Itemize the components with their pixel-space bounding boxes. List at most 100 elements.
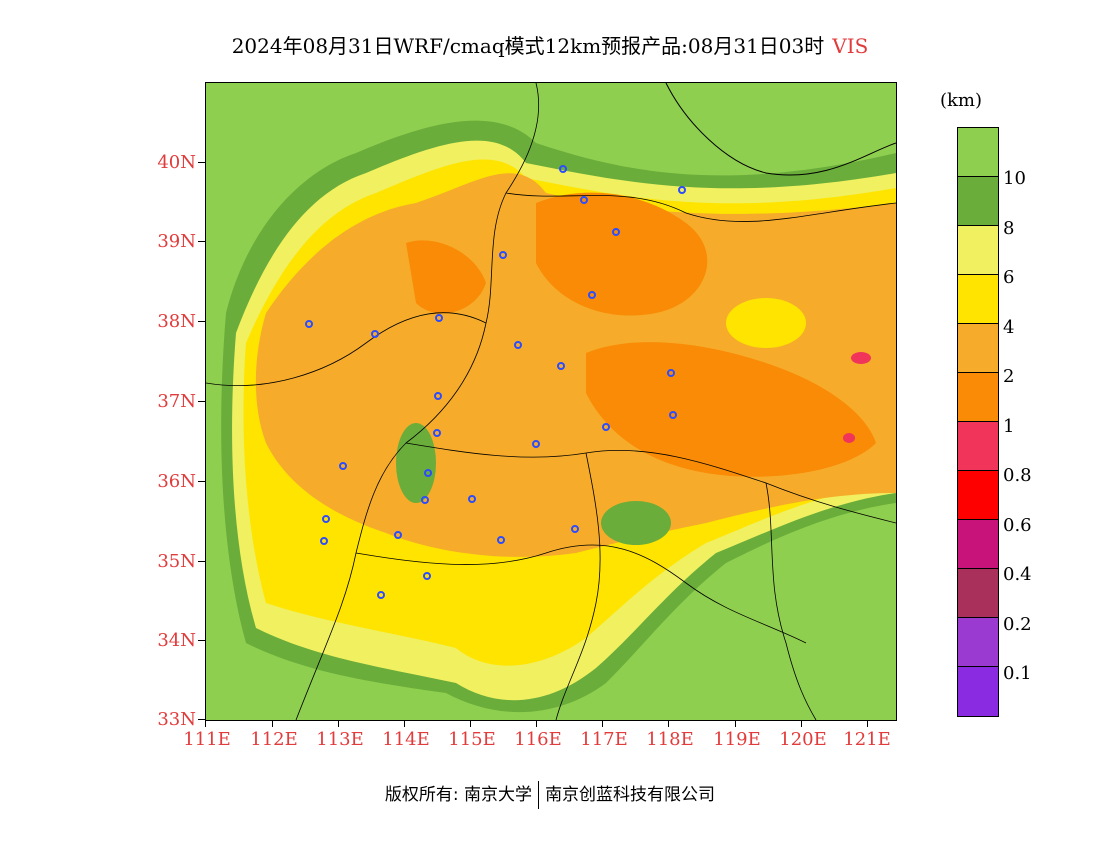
colorbar-label: 2 (1003, 366, 1015, 387)
station-marker (371, 330, 379, 338)
colorbar-label: 0.1 (1003, 663, 1032, 684)
x-axis-label: 121E (843, 729, 891, 750)
map-title-variable: VIS (832, 34, 869, 58)
x-tick (602, 720, 603, 727)
station-marker (421, 496, 429, 504)
colorbar-label: 0.4 (1003, 564, 1032, 585)
x-tick (470, 720, 471, 727)
colorbar-swatch (958, 373, 998, 422)
station-marker (612, 228, 620, 236)
colorbar-swatch (958, 471, 998, 520)
x-tick (338, 720, 339, 727)
station-marker (423, 572, 431, 580)
colorbar-swatch (958, 422, 998, 471)
map-title: 2024年08月31日WRF/cmaq模式12km预报产品:08月31日03时 V… (0, 30, 1100, 59)
station-marker (339, 462, 347, 470)
station-marker (320, 537, 328, 545)
x-axis-label: 118E (646, 729, 694, 750)
vis-zone-1-east (586, 342, 876, 477)
vis-zone-1-north (536, 192, 708, 316)
station-marker (424, 469, 432, 477)
y-axis-label: 37N (157, 391, 196, 412)
station-marker (394, 531, 402, 539)
station-marker (669, 411, 677, 419)
station-marker (571, 525, 579, 533)
map-title-main: 2024年08月31日WRF/cmaq模式12km预报产品:08月31日03时 (231, 34, 825, 58)
coastline-north (665, 83, 896, 176)
vis-zone-1-west (406, 240, 486, 314)
x-tick (735, 720, 736, 727)
footer: 版权所有: 南京大学 南京创蓝科技有限公司 (0, 780, 1100, 809)
x-axis-label: 112E (250, 729, 298, 750)
station-marker (602, 423, 610, 431)
y-axis-label: 35N (157, 551, 196, 572)
station-marker (434, 392, 442, 400)
y-tick (198, 561, 205, 562)
station-marker (514, 341, 522, 349)
station-marker (435, 314, 443, 322)
footer-separator (538, 781, 540, 809)
colorbar (957, 127, 999, 717)
vis-zone-08-b (843, 433, 855, 443)
y-tick (198, 640, 205, 641)
colorbar-label: 0.2 (1003, 614, 1032, 635)
x-tick (536, 720, 537, 727)
x-tick (668, 720, 669, 727)
colorbar-label: 0.8 (1003, 465, 1032, 486)
x-axis-label: 119E (713, 729, 761, 750)
colorbar-label: 6 (1003, 267, 1015, 288)
x-tick (404, 720, 405, 727)
y-axis-label: 40N (157, 152, 196, 173)
x-tick (801, 720, 802, 727)
station-marker (468, 495, 476, 503)
y-axis-label: 34N (157, 630, 196, 651)
station-marker (678, 186, 686, 194)
colorbar-label: 8 (1003, 218, 1015, 239)
colorbar-swatch (958, 520, 998, 569)
station-marker (557, 362, 565, 370)
station-marker (559, 165, 567, 173)
vis-zone-08-a (851, 352, 871, 364)
colorbar-label: 0.6 (1003, 515, 1032, 536)
station-marker (588, 291, 596, 299)
station-marker (497, 536, 505, 544)
station-markers (305, 165, 686, 599)
x-axis-label: 120E (779, 729, 827, 750)
colorbar-swatch (958, 177, 998, 226)
station-marker (580, 196, 588, 204)
y-axis-label: 36N (157, 471, 196, 492)
x-axis-label: 117E (580, 729, 628, 750)
y-tick (198, 162, 205, 163)
x-axis-label: 116E (514, 729, 562, 750)
visibility-map (205, 82, 897, 721)
colorbar-label: 4 (1003, 317, 1015, 338)
footer-company: 南京创蓝科技有限公司 (545, 785, 716, 805)
y-tick (198, 481, 205, 482)
station-marker (377, 591, 385, 599)
colorbar-swatch (958, 226, 998, 275)
colorbar-swatch (958, 128, 998, 177)
station-marker (499, 251, 507, 259)
colorbar-swatch (958, 275, 998, 324)
x-tick (272, 720, 273, 727)
station-marker (433, 429, 441, 437)
y-axis-label: 39N (157, 231, 196, 252)
y-tick (198, 321, 205, 322)
x-tick (205, 720, 206, 727)
x-tick (867, 720, 868, 727)
x-axis-label: 111E (183, 729, 231, 750)
y-tick (198, 401, 205, 402)
y-axis-label: 33N (157, 709, 196, 730)
x-axis-label: 113E (316, 729, 364, 750)
y-tick (198, 241, 205, 242)
station-marker (532, 440, 540, 448)
colorbar-label: 1 (1003, 416, 1015, 437)
colorbar-swatch (958, 618, 998, 667)
x-axis-label: 115E (448, 729, 496, 750)
colorbar-swatch (958, 569, 998, 618)
station-marker (305, 320, 313, 328)
boundary-lines (206, 83, 896, 720)
colorbar-label: 10 (1003, 168, 1026, 189)
station-marker (667, 369, 675, 377)
visibility-field (206, 83, 896, 720)
